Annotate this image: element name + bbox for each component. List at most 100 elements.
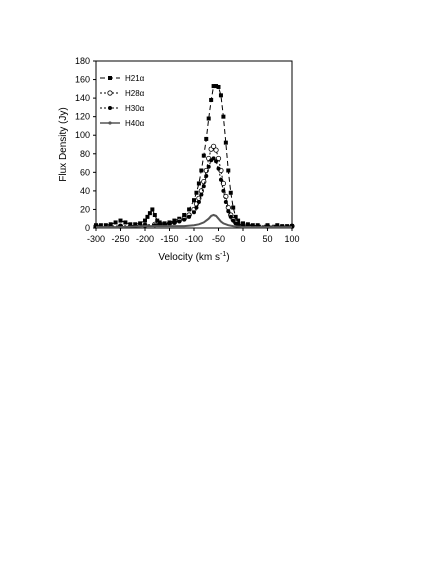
data-point — [228, 190, 233, 195]
data-point — [206, 164, 211, 169]
data-point — [138, 221, 143, 226]
data-point — [236, 218, 241, 223]
legend-item: H30α — [100, 104, 145, 113]
data-point — [223, 140, 228, 145]
axes-layer: -300 -250 -200 -150 -100 -50 0 50 100 0 20 40 60 80 10… — [75, 56, 300, 244]
plot-frame — [95, 60, 293, 229]
data-point — [201, 153, 206, 158]
y-tick-label: 180 — [75, 56, 90, 66]
data-point — [250, 223, 255, 228]
data-point — [98, 223, 103, 228]
data-point — [231, 205, 236, 210]
x-axis-title-end: ) — [226, 252, 229, 263]
y-tick-label: 160 — [75, 75, 90, 85]
series-1 — [93, 143, 295, 229]
data-point — [196, 200, 201, 205]
legend-label: H28α — [125, 89, 145, 98]
data-point — [221, 114, 226, 119]
series-3 — [96, 213, 292, 229]
data-point — [196, 181, 201, 186]
data-point — [194, 205, 199, 210]
data-point — [199, 168, 204, 173]
data-point — [211, 156, 216, 161]
x-tick-label: -200 — [136, 234, 154, 244]
data-point — [187, 214, 192, 219]
x-axis-title-main: Velocity (km s — [158, 252, 220, 263]
data-point — [214, 159, 219, 164]
data-point — [215, 155, 222, 162]
data-point — [123, 220, 128, 225]
y-tick-label: 100 — [75, 130, 90, 140]
x-axis-title-sup: -1 — [220, 251, 226, 258]
data-point — [206, 116, 211, 121]
data-point — [255, 223, 260, 228]
y-tick-label: 20 — [80, 204, 90, 214]
data-point — [172, 220, 177, 225]
series-line — [96, 213, 292, 229]
data-point — [201, 184, 206, 189]
y-tick-label: 60 — [80, 167, 90, 177]
data-point — [192, 210, 196, 215]
data-point — [155, 218, 160, 223]
x-tick-label: 50 — [262, 234, 272, 244]
data-point — [211, 84, 216, 89]
series-line — [96, 157, 292, 227]
data-point — [167, 221, 172, 226]
series-2 — [94, 156, 294, 229]
data-point — [143, 218, 147, 223]
data-point — [204, 174, 209, 179]
data-point — [194, 190, 199, 195]
x-tick-label: 100 — [284, 234, 299, 244]
x-tick-label: 0 — [240, 234, 245, 244]
data-point — [177, 219, 182, 224]
legend-swatch-marker — [108, 76, 112, 80]
legend-item: H28α — [100, 89, 145, 98]
data-point — [211, 143, 217, 149]
data-point — [187, 207, 192, 212]
data-point — [218, 177, 223, 182]
data-point — [223, 200, 228, 205]
data-point — [133, 222, 138, 227]
data-point — [228, 214, 233, 219]
x-tick-label: -250 — [111, 234, 129, 244]
x-tick-label: -150 — [160, 234, 178, 244]
data-point — [147, 211, 152, 216]
data-point — [231, 218, 236, 223]
data-point — [108, 222, 113, 227]
data-point — [220, 180, 226, 187]
data-point — [209, 97, 214, 102]
legend-label: H40α — [125, 119, 145, 128]
data-point — [128, 222, 133, 227]
x-tick-label: -300 — [87, 234, 105, 244]
data-point — [214, 84, 219, 89]
data-point — [182, 217, 187, 222]
data-point — [192, 198, 196, 203]
data-point — [245, 222, 250, 227]
y-tick-label: 40 — [80, 186, 90, 196]
legend-swatch-marker — [107, 90, 113, 96]
data-point — [201, 179, 207, 185]
y-axis-title: Flux Density (Jy) — [58, 107, 69, 181]
legend-swatch-marker — [108, 106, 112, 110]
y-tick-label: 0 — [85, 223, 90, 233]
x-tick-label: -50 — [212, 234, 225, 244]
y-tick-label: 120 — [75, 112, 90, 122]
series-layer — [93, 84, 295, 229]
data-point — [152, 213, 157, 218]
legend-label: H30α — [125, 104, 145, 113]
data-point — [113, 220, 118, 225]
legend-swatch-marker — [108, 121, 112, 125]
x-tick-label: -100 — [185, 234, 203, 244]
legend: H21α H28α H30α H40α — [100, 74, 145, 128]
legend-label: H21α — [125, 74, 145, 83]
data-point — [226, 168, 231, 173]
series-0 — [94, 84, 294, 229]
data-point — [182, 213, 187, 218]
data-point — [213, 147, 219, 153]
x-axis-title: Velocity (km s-1) — [158, 251, 229, 263]
data-point — [118, 218, 123, 223]
y-tick-label: 140 — [75, 93, 90, 103]
data-point — [233, 214, 238, 219]
data-point — [199, 192, 204, 197]
